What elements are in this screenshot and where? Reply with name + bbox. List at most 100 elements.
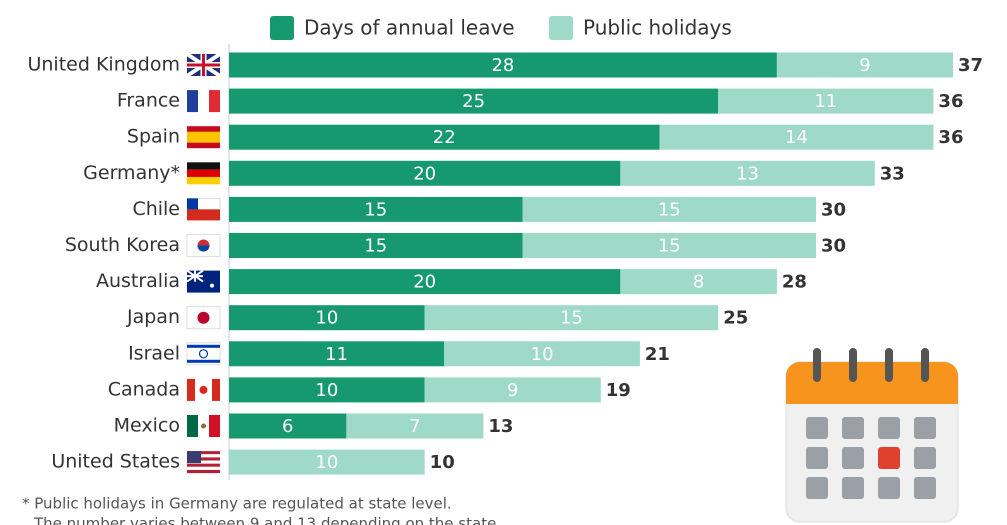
flag (187, 466, 220, 470)
bar-segment (620, 269, 777, 295)
bar-segment (424, 305, 719, 331)
total-label: 36 (938, 91, 963, 112)
legend-swatch (549, 16, 573, 40)
bar-segment (776, 52, 953, 78)
calendar-day (806, 417, 828, 439)
bar-segment (229, 341, 445, 367)
bar-value-label: 15 (560, 308, 583, 329)
bar-value-label: 10 (315, 452, 338, 473)
total-label: 21 (645, 344, 670, 365)
flag (187, 451, 220, 455)
category-label: Israel (128, 342, 180, 364)
calendar-day (806, 447, 828, 469)
flag (187, 54, 220, 76)
flag (187, 460, 220, 464)
category-label: United States (51, 451, 180, 473)
bar-value-label: 9 (859, 55, 870, 76)
bar-segment (659, 124, 934, 150)
total-label: 33 (880, 163, 905, 184)
calendar-day (842, 447, 864, 469)
flag (198, 349, 209, 359)
flag (199, 385, 208, 394)
bar-segment (229, 196, 523, 222)
category-label: Japan (126, 306, 180, 328)
category-label: United Kingdom (27, 54, 180, 76)
calendar-ring (921, 348, 929, 382)
bar-value-label: 22 (433, 127, 456, 148)
flag (187, 90, 198, 113)
bar-value-label: 10 (315, 308, 338, 329)
flag (187, 415, 198, 437)
footnote: * Public holidays in Germany are regulat… (22, 495, 452, 513)
bar-segment (229, 449, 425, 475)
calendar-ring (849, 348, 857, 382)
flag (212, 378, 220, 401)
bar-value-label: 10 (315, 380, 338, 401)
legend-swatch (270, 16, 294, 40)
bar-segment (229, 88, 719, 114)
bar-segment (718, 88, 934, 114)
calendar-day (878, 417, 900, 439)
bar-value-label: 11 (325, 344, 348, 365)
bar-segment (522, 196, 817, 222)
bar-segment (444, 341, 640, 367)
flag (187, 454, 220, 458)
category-label: France (117, 90, 180, 112)
bar-value-label: 15 (364, 236, 387, 257)
plot: United Kingdom 28 9 37 France 25 11 36 Spain 22 14… (27, 52, 983, 475)
calendar-ring (813, 348, 821, 382)
bar-value-label: 9 (507, 380, 518, 401)
flag (187, 344, 220, 348)
flag (187, 162, 220, 170)
bar-value-label: 15 (364, 199, 387, 220)
bar-value-label: 25 (462, 91, 485, 112)
bar-segment (229, 305, 425, 331)
flag (186, 269, 204, 283)
total-label: 36 (938, 127, 963, 148)
category-label: Canada (108, 378, 180, 400)
category-label: Germany* (83, 162, 180, 184)
calendar-header (786, 362, 958, 404)
calendar-day (914, 417, 936, 439)
bar-segment (229, 124, 660, 150)
bar-value-label: 10 (531, 344, 554, 365)
calendar-day (914, 477, 936, 499)
bar-value-label: 13 (736, 163, 759, 184)
total-label: 37 (958, 55, 983, 76)
calendar-icon (785, 348, 959, 523)
bar-value-label: 11 (814, 91, 837, 112)
flag (187, 176, 220, 185)
calendar-day (878, 477, 900, 499)
bar-value-label: 28 (491, 55, 514, 76)
flag (209, 415, 220, 437)
total-label: 19 (606, 380, 631, 401)
bar-segment (522, 233, 817, 258)
bar-segment (229, 160, 621, 186)
bar-segment (346, 413, 484, 439)
flag (187, 378, 195, 401)
bar-segment (424, 377, 601, 403)
calendar-day-highlight (878, 447, 900, 469)
total-label: 25 (723, 308, 748, 329)
flag (187, 469, 220, 474)
flag (210, 283, 214, 288)
bar-value-label: 14 (785, 127, 808, 148)
bar-value-label: 20 (413, 163, 436, 184)
bar-segment (229, 269, 621, 295)
flag (187, 359, 220, 363)
flag (201, 423, 206, 429)
total-label: 30 (821, 199, 846, 220)
calendar-ring (885, 348, 893, 382)
category-label: Spain (127, 126, 180, 148)
bar-value-label: 20 (413, 272, 436, 293)
total-label: 13 (488, 416, 513, 437)
category-label: Australia (96, 270, 180, 292)
flag (187, 451, 201, 464)
bar-segment (229, 52, 777, 78)
bar-value-label: 15 (658, 199, 681, 220)
flag (187, 209, 220, 221)
bar-segment (229, 233, 523, 258)
legend-label: Public holidays (583, 16, 732, 40)
legend-label: Days of annual leave (304, 16, 515, 40)
